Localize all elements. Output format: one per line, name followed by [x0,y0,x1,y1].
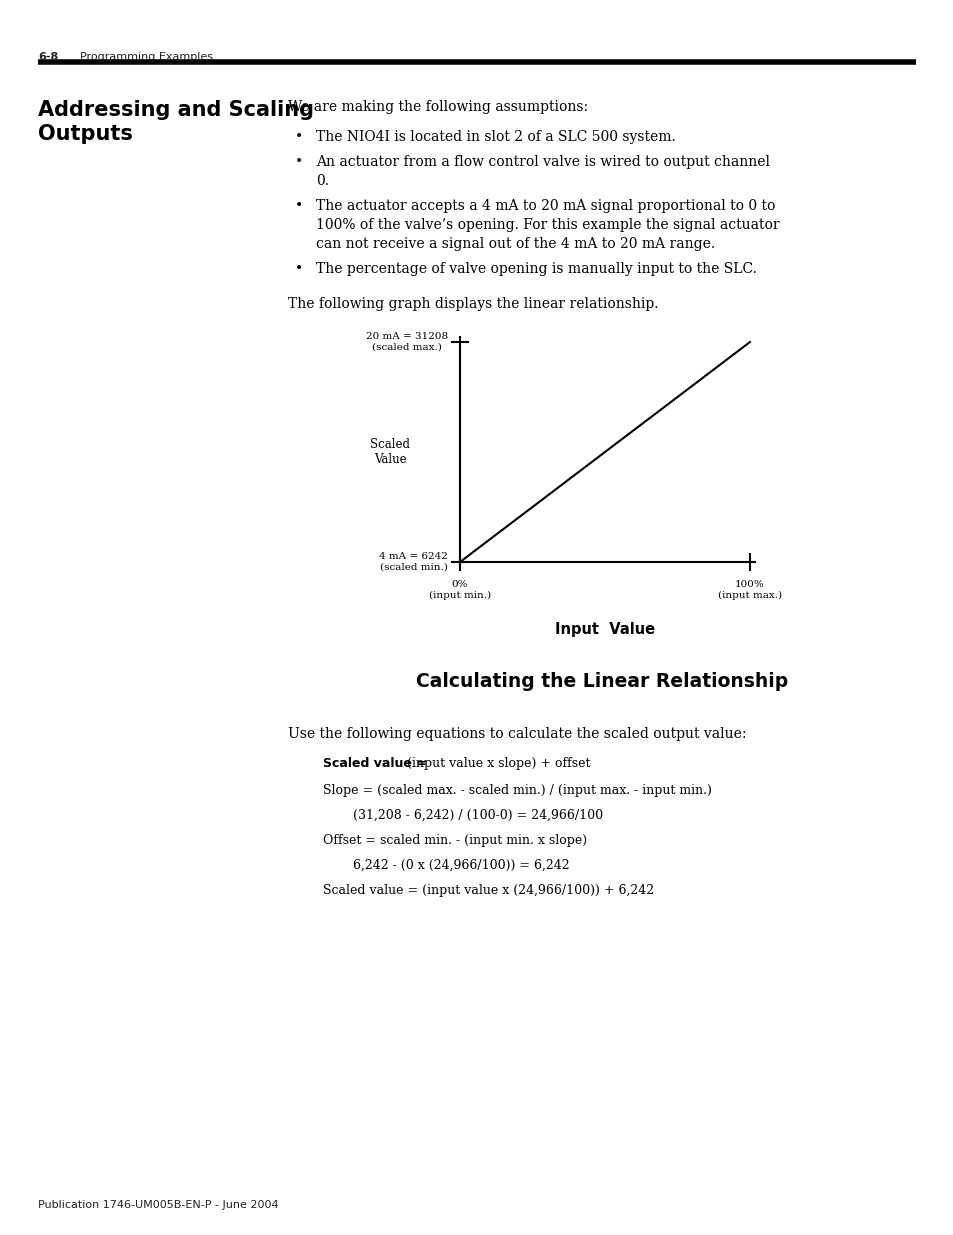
Text: 100%
(input max.): 100% (input max.) [718,580,781,599]
Text: The actuator accepts a 4 mA to 20 mA signal proportional to 0 to: The actuator accepts a 4 mA to 20 mA sig… [315,199,775,212]
Text: Publication 1746-UM005B-EN-P - June 2004: Publication 1746-UM005B-EN-P - June 2004 [38,1200,278,1210]
Text: Addressing and Scaling: Addressing and Scaling [38,100,314,120]
Text: The NIO4I is located in slot 2 of a SLC 500 system.: The NIO4I is located in slot 2 of a SLC … [315,130,675,144]
Text: An actuator from a flow control valve is wired to output channel: An actuator from a flow control valve is… [315,156,769,169]
Text: We are making the following assumptions:: We are making the following assumptions: [288,100,587,114]
Text: Scaled value =: Scaled value = [323,757,431,769]
Text: Programming Examples: Programming Examples [80,52,213,62]
Text: Slope = (scaled max. - scaled min.) / (input max. - input min.): Slope = (scaled max. - scaled min.) / (i… [323,784,711,797]
Text: Use the following equations to calculate the scaled output value:: Use the following equations to calculate… [288,727,745,741]
Text: 0%
(input min.): 0% (input min.) [429,580,491,599]
Text: Outputs: Outputs [38,124,132,144]
Text: •: • [294,130,303,144]
Text: Input  Value: Input Value [555,622,655,637]
Text: Scaled value = (input value x (24,966/100)) + 6,242: Scaled value = (input value x (24,966/10… [323,884,654,897]
Text: 20 mA = 31208
(scaled max.): 20 mA = 31208 (scaled max.) [366,332,448,352]
Text: can not receive a signal out of the 4 mA to 20 mA range.: can not receive a signal out of the 4 mA… [315,237,715,251]
Text: The percentage of valve opening is manually input to the SLC.: The percentage of valve opening is manua… [315,262,756,275]
Text: Offset = scaled min. - (input min. x slope): Offset = scaled min. - (input min. x slo… [323,834,586,847]
Text: (input value x slope) + offset: (input value x slope) + offset [407,757,590,769]
Text: •: • [294,156,303,169]
Text: 4 mA = 6242
(scaled min.): 4 mA = 6242 (scaled min.) [378,552,448,572]
Text: Calculating the Linear Relationship: Calculating the Linear Relationship [416,672,787,692]
Text: 0.: 0. [315,174,329,188]
Text: (31,208 - 6,242) / (100-0) = 24,966/100: (31,208 - 6,242) / (100-0) = 24,966/100 [353,809,602,823]
Text: •: • [294,262,303,275]
Text: •: • [294,199,303,212]
Text: 6-8: 6-8 [38,52,58,62]
Text: 6,242 - (0 x (24,966/100)) = 6,242: 6,242 - (0 x (24,966/100)) = 6,242 [353,860,569,872]
Text: 100% of the valve’s opening. For this example the signal actuator: 100% of the valve’s opening. For this ex… [315,219,779,232]
Text: Scaled
Value: Scaled Value [370,438,410,466]
Text: The following graph displays the linear relationship.: The following graph displays the linear … [288,296,658,311]
